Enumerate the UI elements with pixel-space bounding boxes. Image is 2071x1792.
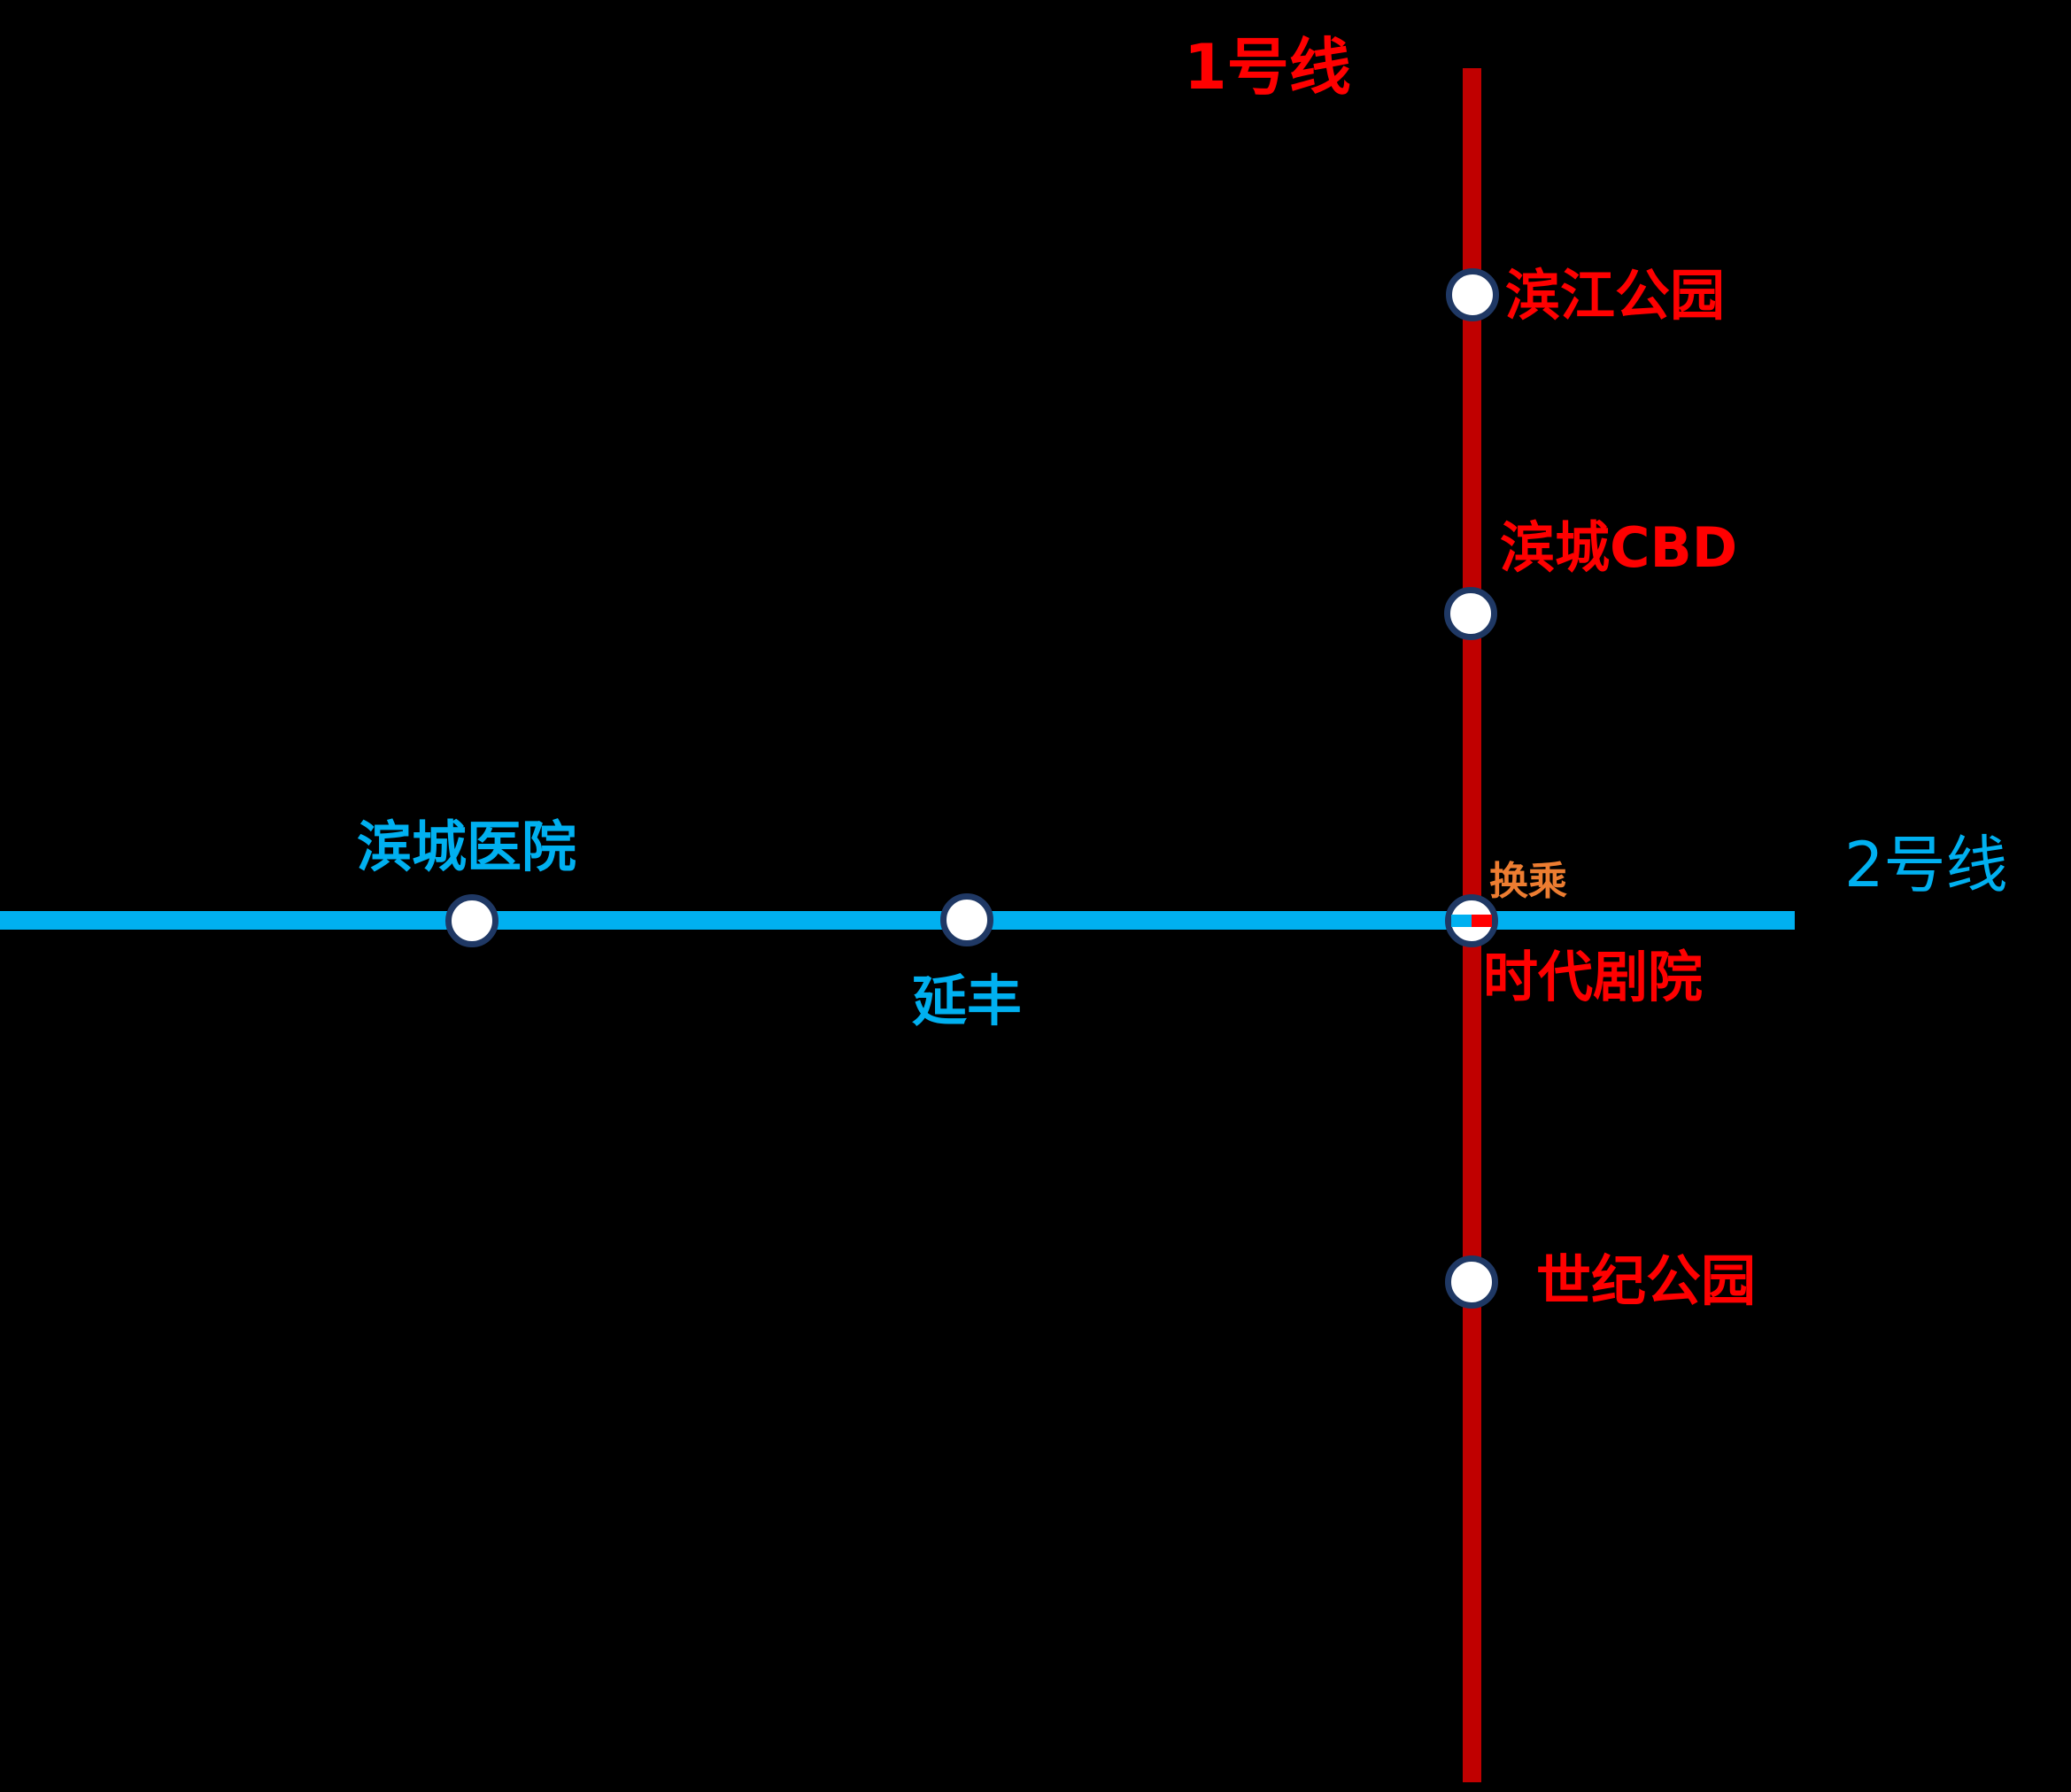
interchange-stripe: [1451, 915, 1492, 927]
station-label-bincheng-hospital: 滨城医院: [357, 815, 577, 879]
interchange-stripe-line1-segment: [1472, 915, 1492, 927]
line2-track: [0, 911, 1795, 930]
station-label-century-park: 世纪公园: [1536, 1248, 1757, 1313]
station-label-times-theater: 时代剧院: [1483, 945, 1704, 1009]
transfer-badge: 换乘: [1489, 859, 1567, 904]
line2-title: 2号线: [1844, 829, 2008, 901]
interchange-stripe-line2-segment: [1451, 915, 1472, 927]
station-label-binjiang-park: 滨江公园: [1505, 263, 1726, 328]
station-dot-century-park: [1445, 1255, 1498, 1309]
station-dot-binjiang-park: [1446, 268, 1499, 321]
station-label-bincheng-cbd: 滨城CBD: [1500, 515, 1738, 580]
line1-title: 1号线: [1184, 31, 1351, 104]
station-dot-yanfeng: [940, 893, 993, 946]
station-dot-bincheng-hospital: [445, 894, 498, 947]
station-dot-times-theater-interchange: [1445, 894, 1498, 947]
station-label-yanfeng: 延丰: [912, 969, 1023, 1033]
station-dot-bincheng-cbd: [1444, 587, 1497, 640]
